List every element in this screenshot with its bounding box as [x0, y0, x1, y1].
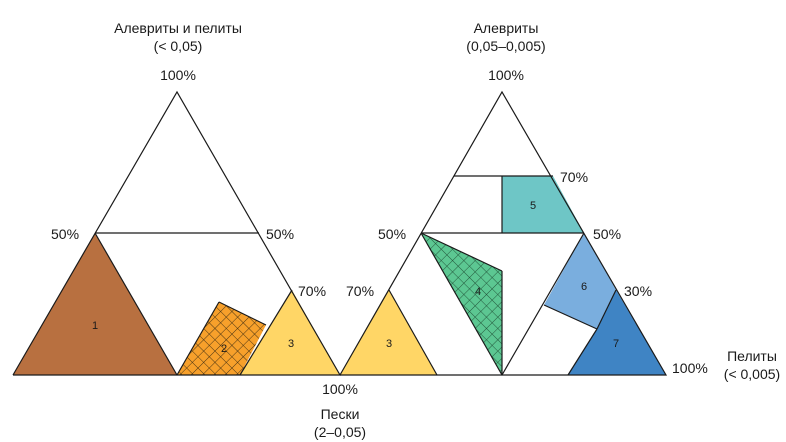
left-top-axis-range: (< 0,05): [154, 38, 203, 54]
left-right-50-pct: 50%: [266, 226, 294, 242]
right-top-axis-label: Алевриты: [474, 20, 539, 36]
region-7: [568, 290, 666, 375]
bottom-axis-label: Пески: [321, 406, 360, 422]
left-right-70-pct: 70%: [298, 283, 326, 299]
region-7-left-edge: [567, 328, 598, 376]
right-right-50-pct: 50%: [593, 226, 621, 242]
region-4-top-edge: [420, 232, 503, 272]
center-diagonal: [501, 232, 585, 376]
region-7-label: 7: [613, 338, 619, 350]
left-triangle: [12, 90, 342, 376]
right-70-upper-pct: 70%: [560, 169, 588, 185]
region-2-top-edge: [218, 301, 267, 326]
region-6-bottom-edge: [543, 304, 598, 330]
right-triangle: [339, 90, 668, 376]
right-bottom-100-pct: 100%: [672, 360, 708, 376]
region-3-left-label: 3: [288, 338, 294, 350]
region-5: [502, 176, 584, 233]
left-top-pct: 100%: [160, 67, 196, 83]
right-top-pct: 100%: [488, 67, 524, 83]
region-3-right-label: 3: [386, 338, 392, 350]
left-top-axis-label: Алевриты и пелиты: [114, 20, 242, 36]
left-50-pct: 50%: [51, 226, 79, 242]
region-6-label: 6: [581, 281, 587, 293]
region-3-left-edge: [239, 289, 293, 376]
bottom-100-pct: 100%: [322, 381, 358, 397]
region-1-label: 1: [92, 320, 98, 332]
right-left-70-pct: 70%: [346, 283, 374, 299]
right-axis-label: Пелиты: [727, 348, 777, 364]
region-6: [544, 233, 616, 329]
right-left-50-pct: 50%: [378, 226, 406, 242]
region-3-left: [240, 290, 340, 375]
region-2: [177, 302, 266, 375]
region-5-label: 5: [530, 200, 536, 212]
right-axis-range: (< 0,005): [724, 366, 780, 382]
region-2-left-edge: [176, 301, 220, 376]
region-1-right-edge: [94, 232, 178, 376]
region-1: [13, 233, 177, 375]
region-3-right-edge: [388, 289, 438, 376]
region-2-label: 2: [221, 343, 227, 355]
region-4-label: 4: [475, 286, 481, 298]
region-3-right: [340, 290, 437, 375]
bottom-axis-range: (2–0,05): [314, 424, 366, 440]
region-6-right-edge: [596, 289, 617, 330]
region-4-left-edge: [420, 232, 503, 376]
right-top-axis-range: (0,05–0,005): [466, 38, 545, 54]
right-right-30-pct: 30%: [624, 283, 652, 299]
